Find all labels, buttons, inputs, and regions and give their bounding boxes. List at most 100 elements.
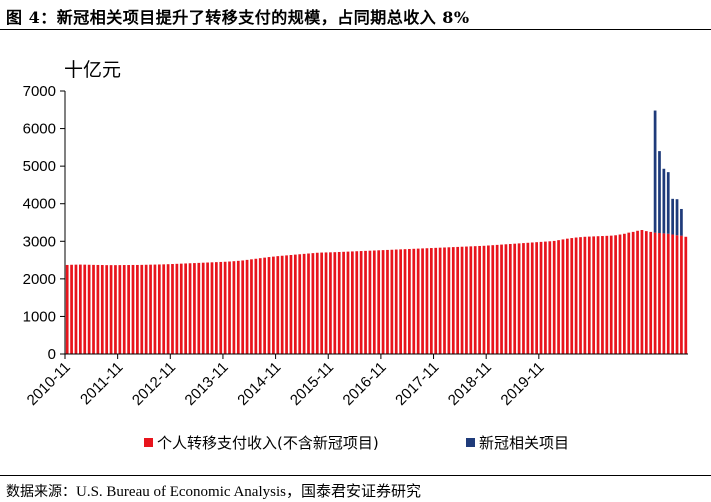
source-text: U.S. Bureau of Economic Analysis，国泰君安证券研… xyxy=(76,484,421,500)
bar-covid xyxy=(666,172,670,234)
bar-base xyxy=(267,257,271,354)
bar-base xyxy=(289,255,293,354)
bar-covid xyxy=(671,198,674,235)
bar-base xyxy=(127,265,130,354)
bar-base xyxy=(254,258,258,354)
bar-base xyxy=(614,235,617,354)
bar-base xyxy=(627,232,631,354)
bar-base xyxy=(315,252,319,354)
bar-base xyxy=(228,261,231,354)
bar-base xyxy=(478,245,481,354)
bar-base xyxy=(263,257,266,354)
bar-base xyxy=(491,245,495,354)
bar-base xyxy=(175,263,179,354)
bar-base xyxy=(223,261,227,354)
bar-base xyxy=(675,235,679,354)
x-tick-label: 2011-11 xyxy=(77,359,126,408)
bar-base xyxy=(618,234,622,354)
bar-base xyxy=(386,249,389,354)
bar-base xyxy=(346,251,350,354)
bar-base xyxy=(574,237,578,354)
legend-swatch-base xyxy=(144,438,153,447)
bar-covid xyxy=(653,110,657,233)
bar-base xyxy=(570,238,574,354)
bar-base xyxy=(250,259,253,354)
bar-base xyxy=(162,264,166,354)
bar-base xyxy=(508,243,512,354)
bar-base xyxy=(70,264,73,354)
bar-base xyxy=(517,243,521,354)
legend-item-covid: 新冠相关项目 xyxy=(466,432,569,453)
bar-base xyxy=(65,264,69,354)
x-tick-label: 2015-11 xyxy=(287,359,337,409)
bar-base xyxy=(337,251,341,354)
bar-base xyxy=(403,249,407,354)
bar-base xyxy=(587,236,591,354)
bar-base xyxy=(140,264,144,354)
bar-base xyxy=(429,248,433,354)
bar-base xyxy=(171,264,174,354)
bar-base xyxy=(241,260,245,354)
bar-base xyxy=(390,249,394,354)
bar-base xyxy=(552,240,556,354)
bar-base xyxy=(87,264,91,354)
bar-base xyxy=(394,249,398,354)
bar-base xyxy=(210,262,214,354)
bar-base xyxy=(92,264,95,354)
bar-base xyxy=(74,264,78,354)
bar-base xyxy=(662,233,666,354)
x-tick-label: 2019-11 xyxy=(497,359,547,409)
figure-title: 图 4：新冠相关项目提升了转移支付的规模，占同期总收入 8% xyxy=(6,8,470,27)
bar-base xyxy=(583,236,587,354)
bar-base xyxy=(149,264,152,354)
bar-base xyxy=(592,236,596,354)
x-axis: 2010-11 2011-11 2012-11 2013-11 2014-11 2015-… xyxy=(24,353,688,409)
bar-base xyxy=(144,264,148,354)
bar-base xyxy=(372,250,376,354)
bar-base xyxy=(447,247,451,354)
bar-base xyxy=(245,259,249,354)
bar-base xyxy=(469,246,473,354)
bar-base xyxy=(495,244,499,354)
bar-base xyxy=(153,264,157,354)
bar-base xyxy=(412,248,416,354)
bar-base xyxy=(324,252,328,354)
bar-base xyxy=(399,249,402,354)
bar-base xyxy=(658,233,661,354)
bar-base xyxy=(544,241,547,354)
unit-label: 十亿元 xyxy=(64,59,121,81)
bar-base xyxy=(465,246,468,354)
bar-base xyxy=(377,250,381,354)
y-tick-label: 0 xyxy=(48,346,56,363)
bar-base xyxy=(236,260,240,354)
bar-base xyxy=(351,251,354,354)
y-axis: 0 1000 2000 3000 4000 5000 6000 7000 xyxy=(23,83,66,363)
bar-base xyxy=(298,254,302,354)
bar-base xyxy=(561,239,565,354)
bar-base xyxy=(504,244,508,354)
transfer-payment-chart: 十亿元 0 1000 2000 3000 4000 5000 6000 7000 2010-1… xyxy=(23,59,688,409)
bar-base xyxy=(329,252,332,354)
bar-base xyxy=(408,248,411,354)
bar-base xyxy=(565,238,569,354)
source-rule xyxy=(0,475,711,476)
bar-base xyxy=(96,264,100,354)
bar-base xyxy=(557,240,560,354)
bar-base xyxy=(539,241,543,354)
bar-base xyxy=(482,245,486,354)
bar-base xyxy=(605,235,609,354)
bar-base xyxy=(487,245,490,354)
bar-base xyxy=(609,235,613,354)
x-tick-label: 2010-11 xyxy=(24,359,74,409)
bar-base xyxy=(201,262,205,354)
bar-base xyxy=(118,265,122,354)
bar-base xyxy=(631,231,635,354)
bar-base xyxy=(188,263,192,354)
bar-base xyxy=(425,248,429,354)
y-tick-label: 4000 xyxy=(23,196,56,213)
bar-base xyxy=(114,265,117,354)
bar-base xyxy=(456,246,460,354)
legend-label-covid: 新冠相关项目 xyxy=(479,434,570,452)
source-label: 数据来源： xyxy=(6,484,76,500)
bar-base xyxy=(513,243,517,354)
